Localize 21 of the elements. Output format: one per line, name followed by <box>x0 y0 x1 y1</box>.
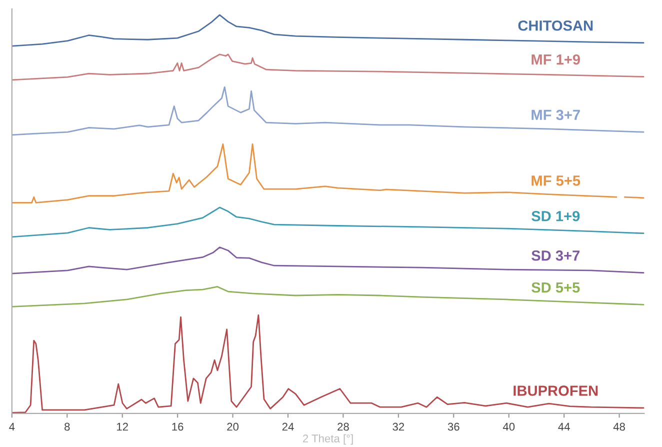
x-tick-label: 24 <box>282 422 294 431</box>
x-tick-label: 28 <box>338 422 349 431</box>
x-tick-label: 20 <box>227 422 239 431</box>
series-label: SD 3+7 <box>532 250 580 261</box>
series-label: IBUPROFEN <box>514 386 598 396</box>
x-tick-label: 8 <box>64 422 70 431</box>
series-label: MF 3+7 <box>532 110 580 120</box>
x-tick-label: 4 <box>9 422 15 431</box>
x-axis-title: 2 Theta [°] <box>302 434 353 445</box>
series-label: MF 5+5 <box>532 176 580 186</box>
x-tick-label: 44 <box>558 422 570 431</box>
series-label: SD 1+9 <box>532 210 580 222</box>
series-label: SD 5+5 <box>532 282 580 293</box>
x-tick-label: 48 <box>613 422 625 431</box>
series-label: CHITOSAN <box>518 20 593 31</box>
series-label: MF 1+9 <box>532 54 580 65</box>
x-tick-label: 36 <box>448 422 460 431</box>
x-tick-label: 16 <box>172 422 184 431</box>
x-tick-label: 12 <box>117 422 128 431</box>
x-tick-label: 32 <box>392 422 404 431</box>
x-tick-label: 40 <box>502 422 515 431</box>
